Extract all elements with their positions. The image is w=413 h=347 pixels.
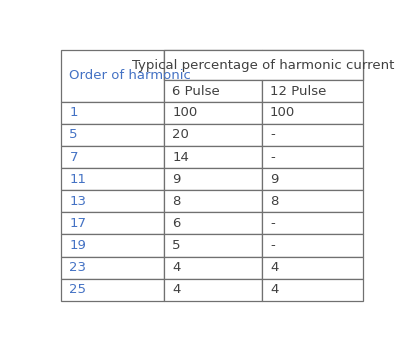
- Text: 100: 100: [172, 106, 197, 119]
- Bar: [164, 81, 261, 102]
- Bar: [61, 279, 164, 301]
- Text: 4: 4: [172, 261, 180, 274]
- Bar: [261, 212, 362, 235]
- Text: 100: 100: [269, 106, 294, 119]
- Text: 9: 9: [269, 173, 278, 186]
- Text: 14: 14: [172, 151, 188, 163]
- Text: 4: 4: [172, 283, 180, 296]
- Bar: [164, 102, 261, 124]
- Text: -: -: [269, 217, 274, 230]
- Bar: [261, 81, 362, 102]
- Text: 11: 11: [69, 173, 86, 186]
- Text: Order of harmonic: Order of harmonic: [69, 69, 191, 82]
- Bar: [164, 146, 261, 168]
- Bar: [61, 124, 164, 146]
- Bar: [61, 212, 164, 235]
- Text: Typical percentage of harmonic current: Typical percentage of harmonic current: [132, 59, 394, 71]
- Bar: [261, 235, 362, 256]
- Bar: [164, 279, 261, 301]
- Text: 1: 1: [69, 106, 78, 119]
- Bar: [261, 168, 362, 190]
- Text: 4: 4: [269, 283, 278, 296]
- Bar: [261, 190, 362, 212]
- Bar: [61, 50, 164, 102]
- Bar: [61, 168, 164, 190]
- Text: 7: 7: [69, 151, 78, 163]
- Text: 23: 23: [69, 261, 86, 274]
- Bar: [261, 146, 362, 168]
- Bar: [164, 50, 261, 81]
- Bar: [261, 256, 362, 279]
- Text: 8: 8: [172, 195, 180, 208]
- Text: -: -: [269, 151, 274, 163]
- Text: 20: 20: [172, 128, 188, 142]
- Text: 9: 9: [172, 173, 180, 186]
- Bar: [164, 190, 261, 212]
- Bar: [164, 235, 261, 256]
- Bar: [164, 168, 261, 190]
- Text: 6 Pulse: 6 Pulse: [172, 85, 219, 98]
- Bar: [164, 212, 261, 235]
- Text: 13: 13: [69, 195, 86, 208]
- Bar: [261, 102, 362, 124]
- Bar: [61, 102, 164, 124]
- Bar: [261, 124, 362, 146]
- Text: 5: 5: [69, 128, 78, 142]
- Text: 25: 25: [69, 283, 86, 296]
- Bar: [61, 235, 164, 256]
- Text: 17: 17: [69, 217, 86, 230]
- Bar: [61, 256, 164, 279]
- Text: 19: 19: [69, 239, 86, 252]
- Bar: [61, 190, 164, 212]
- Text: -: -: [269, 128, 274, 142]
- Text: 5: 5: [172, 239, 180, 252]
- Text: -: -: [269, 239, 274, 252]
- Text: 12 Pulse: 12 Pulse: [269, 85, 325, 98]
- Text: 6: 6: [172, 217, 180, 230]
- Bar: [261, 50, 362, 81]
- Text: 8: 8: [269, 195, 278, 208]
- Bar: [164, 124, 261, 146]
- Bar: [61, 146, 164, 168]
- Bar: [261, 279, 362, 301]
- Bar: [164, 50, 362, 81]
- Bar: [164, 256, 261, 279]
- Text: 4: 4: [269, 261, 278, 274]
